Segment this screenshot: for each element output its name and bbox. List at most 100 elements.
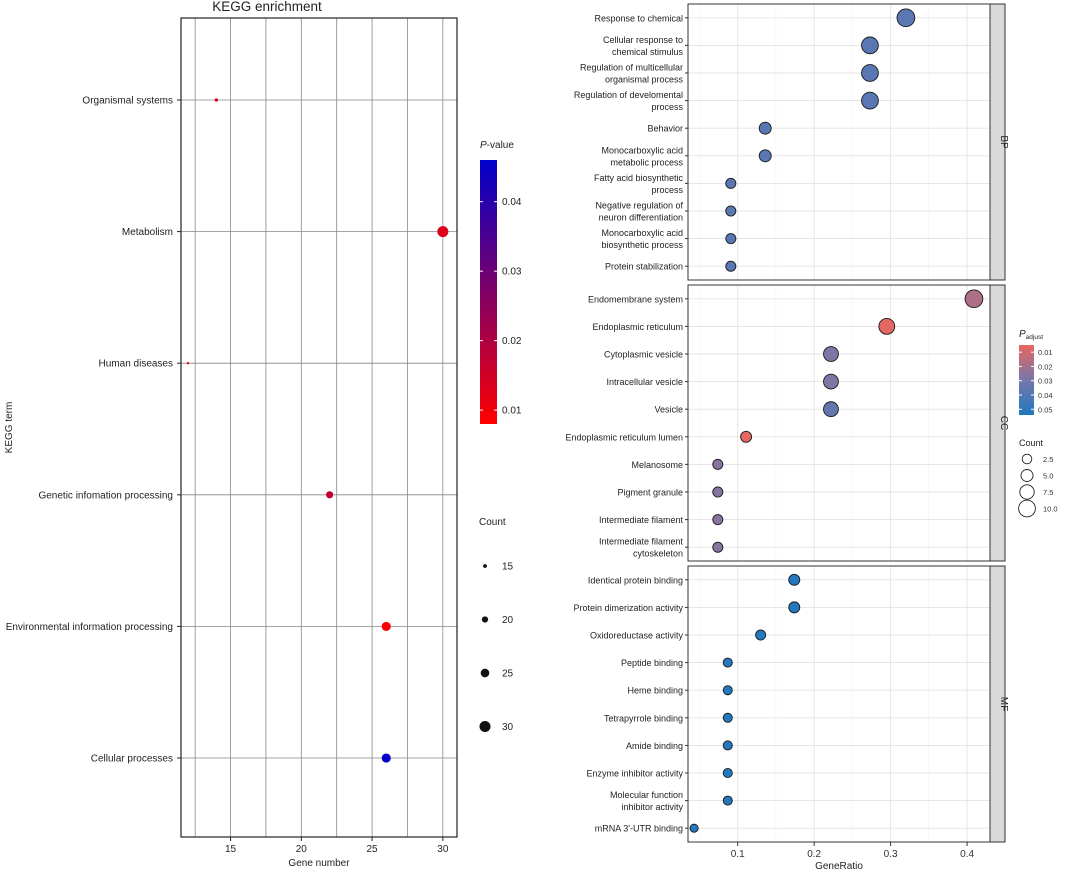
go-y-tick-label: Regulation of develomental: [574, 90, 683, 100]
go-color-legend-title-main: P: [1019, 329, 1026, 340]
kegg-color-legend-label: 0.03: [502, 267, 522, 278]
kegg-y-tick-label: Genetic infomation processing: [38, 490, 173, 501]
kegg-color-legend-label: 0.01: [502, 406, 522, 417]
go-y-tick-label: Oxidoreductase activity: [590, 631, 684, 641]
go-point: [722, 795, 733, 806]
go-y-tick-label: Response to chemical: [594, 13, 683, 23]
go-color-legend-title-sub: adjust: [1026, 334, 1044, 341]
kegg-color-bar: [480, 160, 497, 424]
go-point: [725, 205, 737, 217]
kegg-y-tick-label: Cellular processes: [91, 754, 173, 765]
go-y-tick-label: process: [651, 185, 683, 195]
go-size-legend-label: 5.0: [1043, 472, 1053, 481]
kegg-size-legend-title: Count: [479, 517, 506, 528]
go-y-tick-label: process: [651, 102, 683, 112]
go-point: [722, 685, 733, 696]
go-size-legend-label: 10.0: [1043, 505, 1058, 514]
go-point: [722, 712, 733, 723]
go-y-tick-label: Tetrapyrrole binding: [604, 713, 683, 723]
go-point: [861, 36, 879, 55]
kegg-x-tick-label: 15: [225, 844, 237, 855]
go-point: [722, 740, 733, 751]
go-y-tick-label: Regulation of multicellular: [580, 63, 683, 73]
kegg-size-legend-label: 25: [502, 669, 514, 680]
kegg-x-axis-label: Gene number: [288, 858, 350, 869]
go-y-tick-label: Cellular response to: [603, 35, 683, 45]
go-point: [712, 541, 724, 553]
go-y-tick-label: organismal process: [605, 75, 684, 85]
go-x-tick-label: 0.3: [884, 849, 898, 860]
go-size-legend-key: [1021, 453, 1033, 465]
go-y-tick-label: mRNA 3'-UTR binding: [595, 824, 683, 834]
go-size-legend-key: [1018, 499, 1036, 518]
go-y-tick-label: Intermediate filament: [599, 515, 684, 525]
go-point: [725, 177, 737, 189]
go-y-tick-label: neuron differentiation: [599, 213, 683, 223]
kegg-size-legend-key: [479, 720, 491, 733]
kegg-size-legend-label: 15: [502, 562, 514, 573]
go-point: [964, 289, 984, 309]
go-facet-strip: [989, 565, 1006, 843]
go-y-tick-label: Negative regulation of: [595, 201, 683, 211]
kegg-plot-background: [181, 18, 457, 837]
go-color-legend-label: 0.02: [1038, 362, 1053, 371]
go-y-tick-label: Heme binding: [627, 686, 683, 696]
go-y-tick-label: Endoplasmic reticulum: [592, 322, 683, 332]
go-size-legend-title: Count: [1019, 438, 1044, 448]
kegg-color-legend-title: P-value: [480, 140, 514, 151]
go-y-tick-label: metabolic process: [610, 157, 683, 167]
kegg-point: [214, 98, 219, 102]
kegg-size-legend-label: 30: [502, 722, 514, 733]
kegg-color-legend-label: 0.02: [502, 336, 522, 347]
go-color-legend-label: 0.01: [1038, 348, 1053, 357]
go-x-tick-label: 0.4: [960, 849, 974, 860]
go-y-tick-label: Fatty acid biosynthetic: [594, 173, 684, 183]
go-color-legend-label: 0.03: [1038, 377, 1053, 386]
kegg-point: [186, 362, 190, 365]
go-size-legend-label: 7.5: [1043, 488, 1053, 497]
go-color-legend-label: 0.04: [1038, 391, 1053, 400]
kegg-size-legend-key: [481, 616, 489, 623]
kegg-chart-title: KEGG enrichment: [212, 0, 322, 14]
go-y-tick-label: Cytoplasmic vesicle: [604, 350, 683, 360]
go-color-bar: [1019, 345, 1034, 415]
go-y-tick-label: Intermediate filament: [599, 537, 684, 547]
go-y-tick-label: Peptide binding: [621, 658, 683, 668]
kegg-point: [381, 753, 391, 763]
go-y-tick-label: Endoplasmic reticulum lumen: [565, 432, 683, 442]
go-point: [758, 149, 772, 163]
go-y-tick-label: Monocarboxylic acid: [601, 228, 683, 238]
go-point: [788, 601, 801, 614]
go-y-tick-label: Protein dimerization activity: [573, 603, 683, 613]
go-y-tick-label: cytoskeleton: [633, 549, 683, 559]
go-panel-background: [688, 566, 990, 842]
go-point: [823, 373, 839, 390]
kegg-y-tick-label: Organismal systems: [82, 96, 173, 107]
go-point: [712, 486, 724, 498]
go-panel-background: [688, 4, 990, 280]
go-point: [896, 8, 916, 28]
go-y-tick-label: chemical stimulus: [612, 47, 684, 57]
go-x-tick-label: 0.2: [807, 849, 821, 860]
go-point: [722, 657, 733, 668]
kegg-x-tick-label: 25: [367, 844, 379, 855]
kegg-size-legend-key: [480, 668, 490, 678]
kegg-y-tick-label: Human diseases: [99, 359, 173, 370]
go-point: [712, 458, 724, 470]
go-y-tick-label: biosynthetic process: [601, 240, 683, 250]
go-point: [823, 346, 839, 362]
go-color-legend-title: Padjust: [1019, 329, 1043, 341]
go-point: [725, 260, 737, 272]
go-point: [758, 121, 772, 135]
go-facet-strip: [989, 284, 1006, 562]
kegg-plot-border: [180, 17, 458, 838]
go-point: [788, 573, 801, 586]
go-point: [689, 823, 699, 833]
go-point: [861, 91, 879, 110]
go-point: [740, 430, 753, 443]
go-facet-strip-label: CC: [998, 416, 1009, 430]
go-y-tick-label: Melanosome: [631, 460, 683, 470]
kegg-size-legend-key: [483, 564, 487, 568]
go-point: [725, 233, 737, 245]
kegg-color-legend-label: 0.04: [502, 197, 522, 208]
